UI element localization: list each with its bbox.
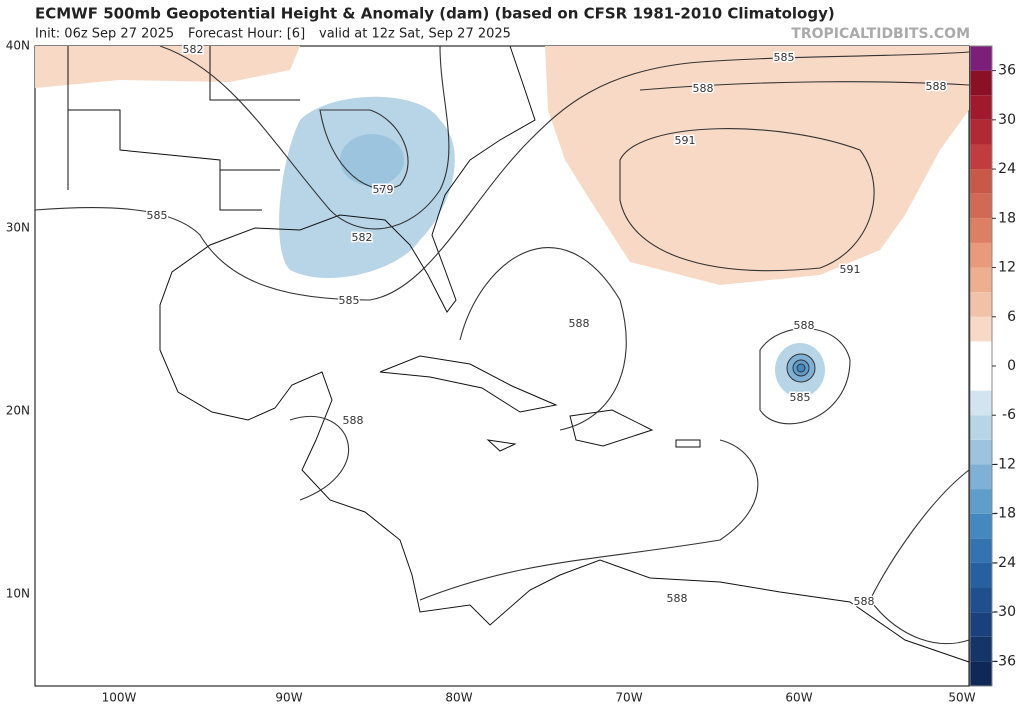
lon-label: 100W: [102, 691, 137, 705]
lat-label: 30N: [6, 221, 30, 235]
colorbar-bin: [970, 513, 992, 539]
watermark: TROPICALTIDBITS.COM: [791, 26, 970, 42]
contour-label: 579: [373, 183, 394, 196]
contour: [419, 439, 970, 645]
contour-label: 585: [774, 51, 795, 64]
contour-label: 585: [790, 391, 811, 404]
colorbar-bin: [970, 636, 992, 662]
colorbar-label: -18: [993, 506, 1016, 522]
title: ECMWF 500mb Geopotential Height & Anomal…: [35, 5, 835, 23]
lat-label: 20N: [6, 404, 30, 418]
colorbar-bin: [970, 415, 992, 440]
colorbar-bin: [970, 341, 992, 391]
contour-label: 588: [343, 414, 364, 427]
colorbar-label: 0: [1007, 358, 1016, 374]
colorbar-bin: [970, 489, 992, 514]
colorbar-bin: [970, 119, 992, 145]
colorbar-bin: [970, 390, 992, 416]
colorbar-label: 12: [998, 260, 1016, 276]
init-time: Init: 06z Sep 27 2025: [35, 27, 174, 42]
colorbar-label: -24: [993, 555, 1016, 571]
colorbar-label: -30: [993, 604, 1016, 620]
colorbar-bin: [970, 464, 992, 490]
contour: [619, 81, 970, 272]
colorbar-label: -12: [993, 456, 1016, 472]
lon-label: 70W: [615, 691, 642, 705]
contour-label: 588: [854, 595, 875, 608]
colorbar: 36 30 24 18 12 6 0 -6 -12 -18 -24 -30 -36: [969, 45, 1016, 687]
colorbar-label: -36: [993, 653, 1016, 669]
forecast-hour: Forecast Hour: [6]: [188, 27, 305, 42]
lat-label: 10N: [6, 587, 30, 601]
anomaly-negative: [279, 96, 455, 279]
colorbar-label: 36: [998, 63, 1016, 79]
contour-label: 588: [693, 82, 714, 95]
contour: [34, 51, 970, 301]
anomaly-positive: [35, 46, 300, 88]
colorbar-bin: [970, 46, 992, 71]
lon-label: 60W: [785, 691, 812, 705]
contour-label: 588: [926, 80, 947, 93]
colorbar-bin: [970, 95, 992, 120]
colorbar-bin: [970, 218, 992, 243]
island-hispaniola: [569, 409, 654, 447]
colorbar-label: 6: [1007, 309, 1016, 325]
lon-label: 80W: [445, 691, 472, 705]
colorbar-bin: [970, 193, 992, 219]
colorbar-bin: [970, 144, 992, 170]
colorbar-bin: [970, 439, 992, 465]
colorbar-bin: [970, 292, 992, 317]
colorbar-bin: [970, 538, 992, 563]
colorbar-label: 30: [998, 112, 1016, 128]
colorbar-bin: [970, 70, 992, 96]
contour-label: 591: [840, 263, 861, 276]
contour-label: 585: [339, 294, 360, 307]
lat-label: 40N: [6, 39, 30, 53]
state-borders: [67, 46, 300, 211]
coastline: [159, 45, 970, 663]
anomaly-positive: [545, 46, 969, 285]
colorbar-bin: [970, 562, 992, 588]
colorbar-bin: [970, 661, 992, 686]
contour: [159, 45, 450, 230]
lon-label: 90W: [275, 691, 302, 705]
colorbar-bin: [970, 587, 992, 613]
anomaly-negative: [340, 134, 404, 186]
colorbar-label: 18: [998, 210, 1016, 226]
colorbar-bin: [970, 316, 992, 342]
anomaly-core: [796, 363, 806, 373]
island-jamaica: [486, 439, 517, 452]
contour: [289, 247, 851, 501]
valid-time: valid at 12z Sat, Sep 27 2025: [319, 27, 511, 42]
colorbar-bin: [970, 169, 992, 194]
contour-label: 588: [794, 319, 815, 332]
map: 582 585 588 588 591 579 585 582 591 585 …: [34, 42, 970, 687]
lon-label: 50W: [948, 691, 975, 705]
colorbar-label: 24: [998, 161, 1016, 177]
colorbar-bin: [970, 267, 992, 293]
contour-label: 591: [675, 134, 696, 147]
island-cuba: [379, 355, 558, 413]
contour: [319, 109, 409, 190]
colorbar-bin: [970, 242, 992, 268]
colorbar-bin: [970, 612, 992, 637]
contour-label: 588: [569, 317, 590, 330]
colorbar-label: -6: [1002, 407, 1016, 423]
contour-label: 582: [183, 43, 204, 56]
contour-label: 585: [147, 209, 168, 222]
island-puerto-rico: [675, 439, 701, 448]
contour-label: 588: [667, 592, 688, 605]
contour-label: 582: [352, 231, 373, 244]
